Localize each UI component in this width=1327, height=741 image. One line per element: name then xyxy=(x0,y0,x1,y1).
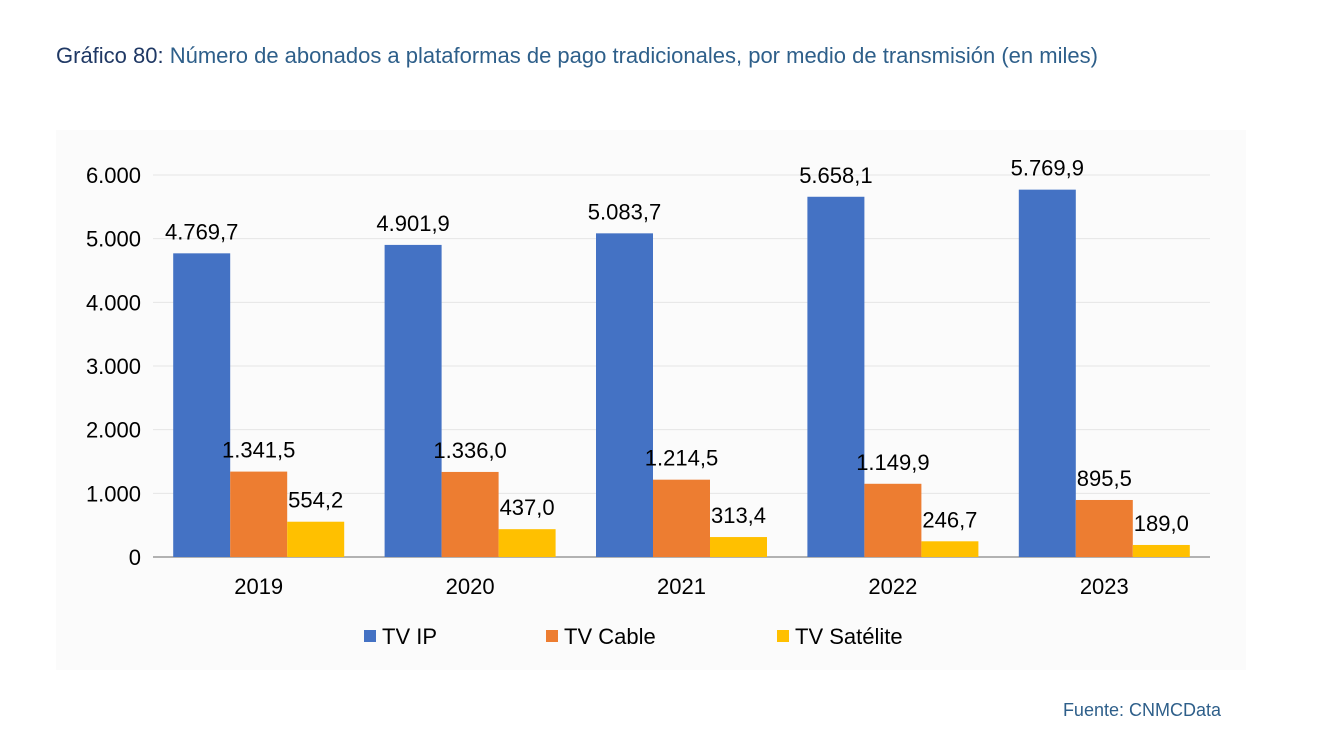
data-label: 1.214,5 xyxy=(645,446,718,471)
legend-label: TV Cable xyxy=(564,624,656,649)
y-tick-label: 0 xyxy=(129,545,141,570)
legend-label: TV IP xyxy=(382,624,437,649)
y-tick-label: 6.000 xyxy=(86,163,141,188)
data-label: 437,0 xyxy=(500,495,555,520)
bar-tv-ip-2023 xyxy=(1018,189,1076,557)
bar-chart: 0 1.000 2.000 3.000 4.000 5.000 6.000 4.769,7 1.… xyxy=(86,156,1210,649)
data-label: 1.149,9 xyxy=(856,450,929,475)
bar-tv-sat-lite-2020 xyxy=(498,529,556,557)
bar-tv-ip-2021 xyxy=(596,233,653,557)
y-tick-label: 3.000 xyxy=(86,354,141,379)
legend-swatch xyxy=(364,630,376,642)
data-label: 189,0 xyxy=(1134,511,1189,536)
legend-label: TV Satélite xyxy=(795,624,903,649)
chart-area: 0 1.000 2.000 3.000 4.000 5.000 6.000 4.769,7 1.… xyxy=(56,130,1246,670)
legend-swatch xyxy=(546,630,558,642)
y-tick-label: 2.000 xyxy=(86,418,141,443)
chart-title: Gráfico 80: Número de abonados a platafo… xyxy=(56,40,1236,72)
bar-tv-ip-2019 xyxy=(173,253,231,557)
bar-tv-sat-lite-2019 xyxy=(287,521,345,557)
data-label: 246,7 xyxy=(922,507,977,532)
data-label: 5.658,1 xyxy=(799,163,872,188)
data-label: 5.083,7 xyxy=(588,199,661,224)
x-tick-label: 2023 xyxy=(1080,574,1129,599)
x-tick-label: 2020 xyxy=(446,574,495,599)
y-tick-label: 1.000 xyxy=(86,481,141,506)
bar-tv-ip-2022 xyxy=(807,196,865,557)
chart-title-label: Gráfico 80: xyxy=(56,43,164,68)
data-label: 1.336,0 xyxy=(433,438,506,463)
bar-tv-cable-2020 xyxy=(441,471,499,557)
bar-tv-ip-2020 xyxy=(384,244,442,558)
bar-tv-sat-lite-2021 xyxy=(710,537,767,557)
x-tick-label: 2022 xyxy=(868,574,917,599)
y-tick-label: 4.000 xyxy=(86,290,141,315)
bar-tv-cable-2022 xyxy=(864,483,922,557)
x-tick-label: 2019 xyxy=(234,574,283,599)
x-tick-label: 2021 xyxy=(657,574,706,599)
data-label: 554,2 xyxy=(288,488,343,513)
bar-tv-sat-lite-2023 xyxy=(1132,544,1190,557)
legend-swatch xyxy=(777,630,789,642)
data-label: 5.769,9 xyxy=(1011,156,1084,181)
data-label: 4.769,7 xyxy=(165,219,238,244)
chart-title-text: Número de abonados a plataformas de pago… xyxy=(169,43,1098,68)
bar-tv-sat-lite-2022 xyxy=(921,541,979,557)
data-label: 895,5 xyxy=(1077,466,1132,491)
bar-tv-cable-2019 xyxy=(230,471,288,557)
data-label: 1.341,5 xyxy=(222,438,295,463)
data-label: 4.901,9 xyxy=(376,211,449,236)
y-tick-label: 5.000 xyxy=(86,227,141,252)
data-label: 313,4 xyxy=(711,503,766,528)
bar-tv-cable-2021 xyxy=(653,479,710,557)
source-note: Fuente: CNMCData xyxy=(1062,700,1221,720)
bar-tv-cable-2023 xyxy=(1075,499,1133,557)
